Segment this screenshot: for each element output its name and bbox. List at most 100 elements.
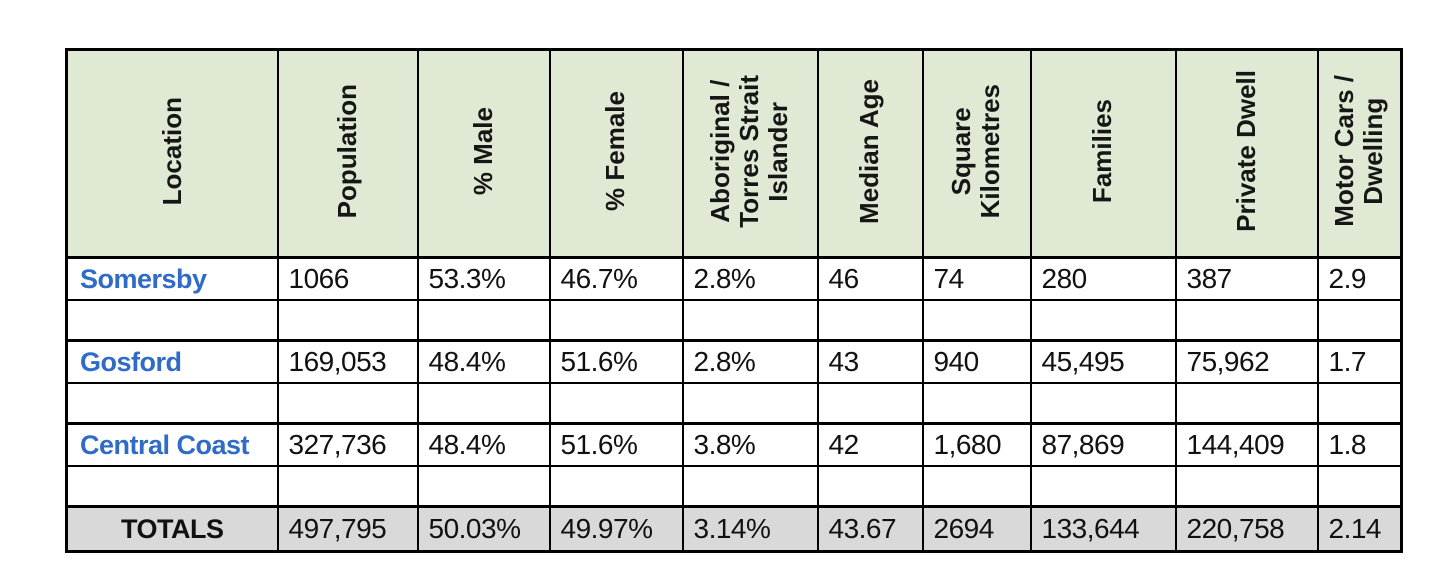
header-cell-aboriginal-torres-strait-islander: Aboriginal / Torres Strait Islander: [681, 48, 819, 259]
empty-cell: [921, 382, 1032, 425]
value-cell: 1.8: [1316, 422, 1403, 467]
empty-cell: [65, 465, 279, 508]
empty-cell: [1174, 465, 1319, 508]
empty-cell: [416, 465, 551, 508]
empty-cell: [1174, 382, 1319, 425]
empty-cell: [416, 382, 551, 425]
value-cell: 387: [1174, 256, 1319, 301]
totals-value-cell: 3.14%: [681, 505, 819, 553]
value-cell: 2.8%: [681, 256, 819, 301]
value-cell: 46: [816, 256, 924, 301]
value-cell: 42: [816, 422, 924, 467]
empty-cell: [1316, 382, 1403, 425]
totals-value-cell: 50.03%: [416, 505, 551, 553]
header-label: Motor Cars / Dwelling: [1329, 75, 1389, 227]
table-row-central-coast: Central Coast 327,736 48.4% 51.6% 3.8% 4…: [65, 422, 1403, 467]
value-cell: 1066: [276, 256, 419, 301]
empty-cell: [65, 382, 279, 425]
header-cell-motor-cars-per-dwelling: Motor Cars / Dwelling: [1316, 48, 1403, 259]
location-stats-table: Location Population % Male % Female Abor…: [65, 48, 1403, 553]
totals-value-cell: 43.67: [816, 505, 924, 553]
empty-cell: [548, 382, 684, 425]
empty-cell: [816, 299, 924, 342]
location-link-gosford[interactable]: Gosford: [65, 339, 279, 384]
header-label: % Female: [600, 91, 631, 211]
empty-cell: [681, 465, 819, 508]
value-cell: 51.6%: [548, 422, 684, 467]
empty-cell: [1029, 299, 1177, 342]
empty-cell: [816, 382, 924, 425]
empty-cell: [1029, 465, 1177, 508]
empty-cell: [1316, 299, 1403, 342]
empty-cell: [1029, 382, 1177, 425]
header-label: Square Kilometres: [946, 83, 1006, 219]
empty-cell: [276, 465, 419, 508]
table-row-totals: TOTALS 497,795 50.03% 49.97% 3.14% 43.67…: [65, 505, 1403, 553]
value-cell: 2.8%: [681, 339, 819, 384]
location-link-central-coast[interactable]: Central Coast: [65, 422, 279, 467]
empty-cell: [921, 299, 1032, 342]
empty-cell: [681, 382, 819, 425]
empty-cell: [548, 299, 684, 342]
value-cell: 280: [1029, 256, 1177, 301]
value-cell: 169,053: [276, 339, 419, 384]
empty-cell: [681, 299, 819, 342]
header-label: Families: [1087, 98, 1118, 204]
table-row-somersby: Somersby 1066 53.3% 46.7% 2.8% 46 74 280…: [65, 256, 1403, 301]
header-label: Median Age: [854, 78, 885, 224]
totals-value-cell: 2694: [921, 505, 1032, 553]
totals-label: TOTALS: [65, 505, 279, 553]
empty-cell: [548, 465, 684, 508]
header-cell-pct-female: % Female: [548, 48, 684, 259]
header-cell-pct-male: % Male: [416, 48, 551, 259]
value-cell: 46.7%: [548, 256, 684, 301]
value-cell: 3.8%: [681, 422, 819, 467]
empty-cell: [816, 465, 924, 508]
value-cell: 87,869: [1029, 422, 1177, 467]
empty-cell: [416, 299, 551, 342]
header-label: Private Dwell: [1230, 70, 1261, 232]
value-cell: 48.4%: [416, 422, 551, 467]
header-cell-square-kilometres: Square Kilometres: [921, 48, 1032, 259]
totals-value-cell: 133,644: [1029, 505, 1177, 553]
spacer-row: [65, 465, 1403, 508]
header-label: Aboriginal / Torres Strait Islander: [705, 74, 794, 228]
header-cell-median-age: Median Age: [816, 48, 924, 259]
empty-cell: [276, 382, 419, 425]
header-cell-population: Population: [276, 48, 419, 259]
value-cell: 940: [921, 339, 1032, 384]
value-cell: 1,680: [921, 422, 1032, 467]
totals-value-cell: 49.97%: [548, 505, 684, 553]
value-cell: 74: [921, 256, 1032, 301]
totals-value-cell: 220,758: [1174, 505, 1319, 553]
header-label: Population: [331, 83, 362, 219]
value-cell: 144,409: [1174, 422, 1319, 467]
empty-cell: [65, 299, 279, 342]
spacer-row: [65, 299, 1403, 342]
location-link-somersby[interactable]: Somersby: [65, 256, 279, 301]
header-cell-private-dwell: Private Dwell: [1174, 48, 1319, 259]
table-header-row: Location Population % Male % Female Abor…: [65, 48, 1403, 259]
totals-value-cell: 497,795: [276, 505, 419, 553]
value-cell: 45,495: [1029, 339, 1177, 384]
table-row-gosford: Gosford 169,053 48.4% 51.6% 2.8% 43 940 …: [65, 339, 1403, 384]
empty-cell: [921, 465, 1032, 508]
value-cell: 51.6%: [548, 339, 684, 384]
value-cell: 48.4%: [416, 339, 551, 384]
value-cell: 2.9: [1316, 256, 1403, 301]
value-cell: 327,736: [276, 422, 419, 467]
empty-cell: [276, 299, 419, 342]
spacer-row: [65, 382, 1403, 425]
header-label: % Male: [467, 106, 498, 196]
value-cell: 75,962: [1174, 339, 1319, 384]
empty-cell: [1174, 299, 1319, 342]
totals-value-cell: 2.14: [1316, 505, 1403, 553]
header-cell-families: Families: [1029, 48, 1177, 259]
value-cell: 53.3%: [416, 256, 551, 301]
value-cell: 1.7: [1316, 339, 1403, 384]
header-label: Location: [156, 96, 187, 206]
value-cell: 43: [816, 339, 924, 384]
empty-cell: [1316, 465, 1403, 508]
header-cell-location: Location: [65, 48, 279, 259]
